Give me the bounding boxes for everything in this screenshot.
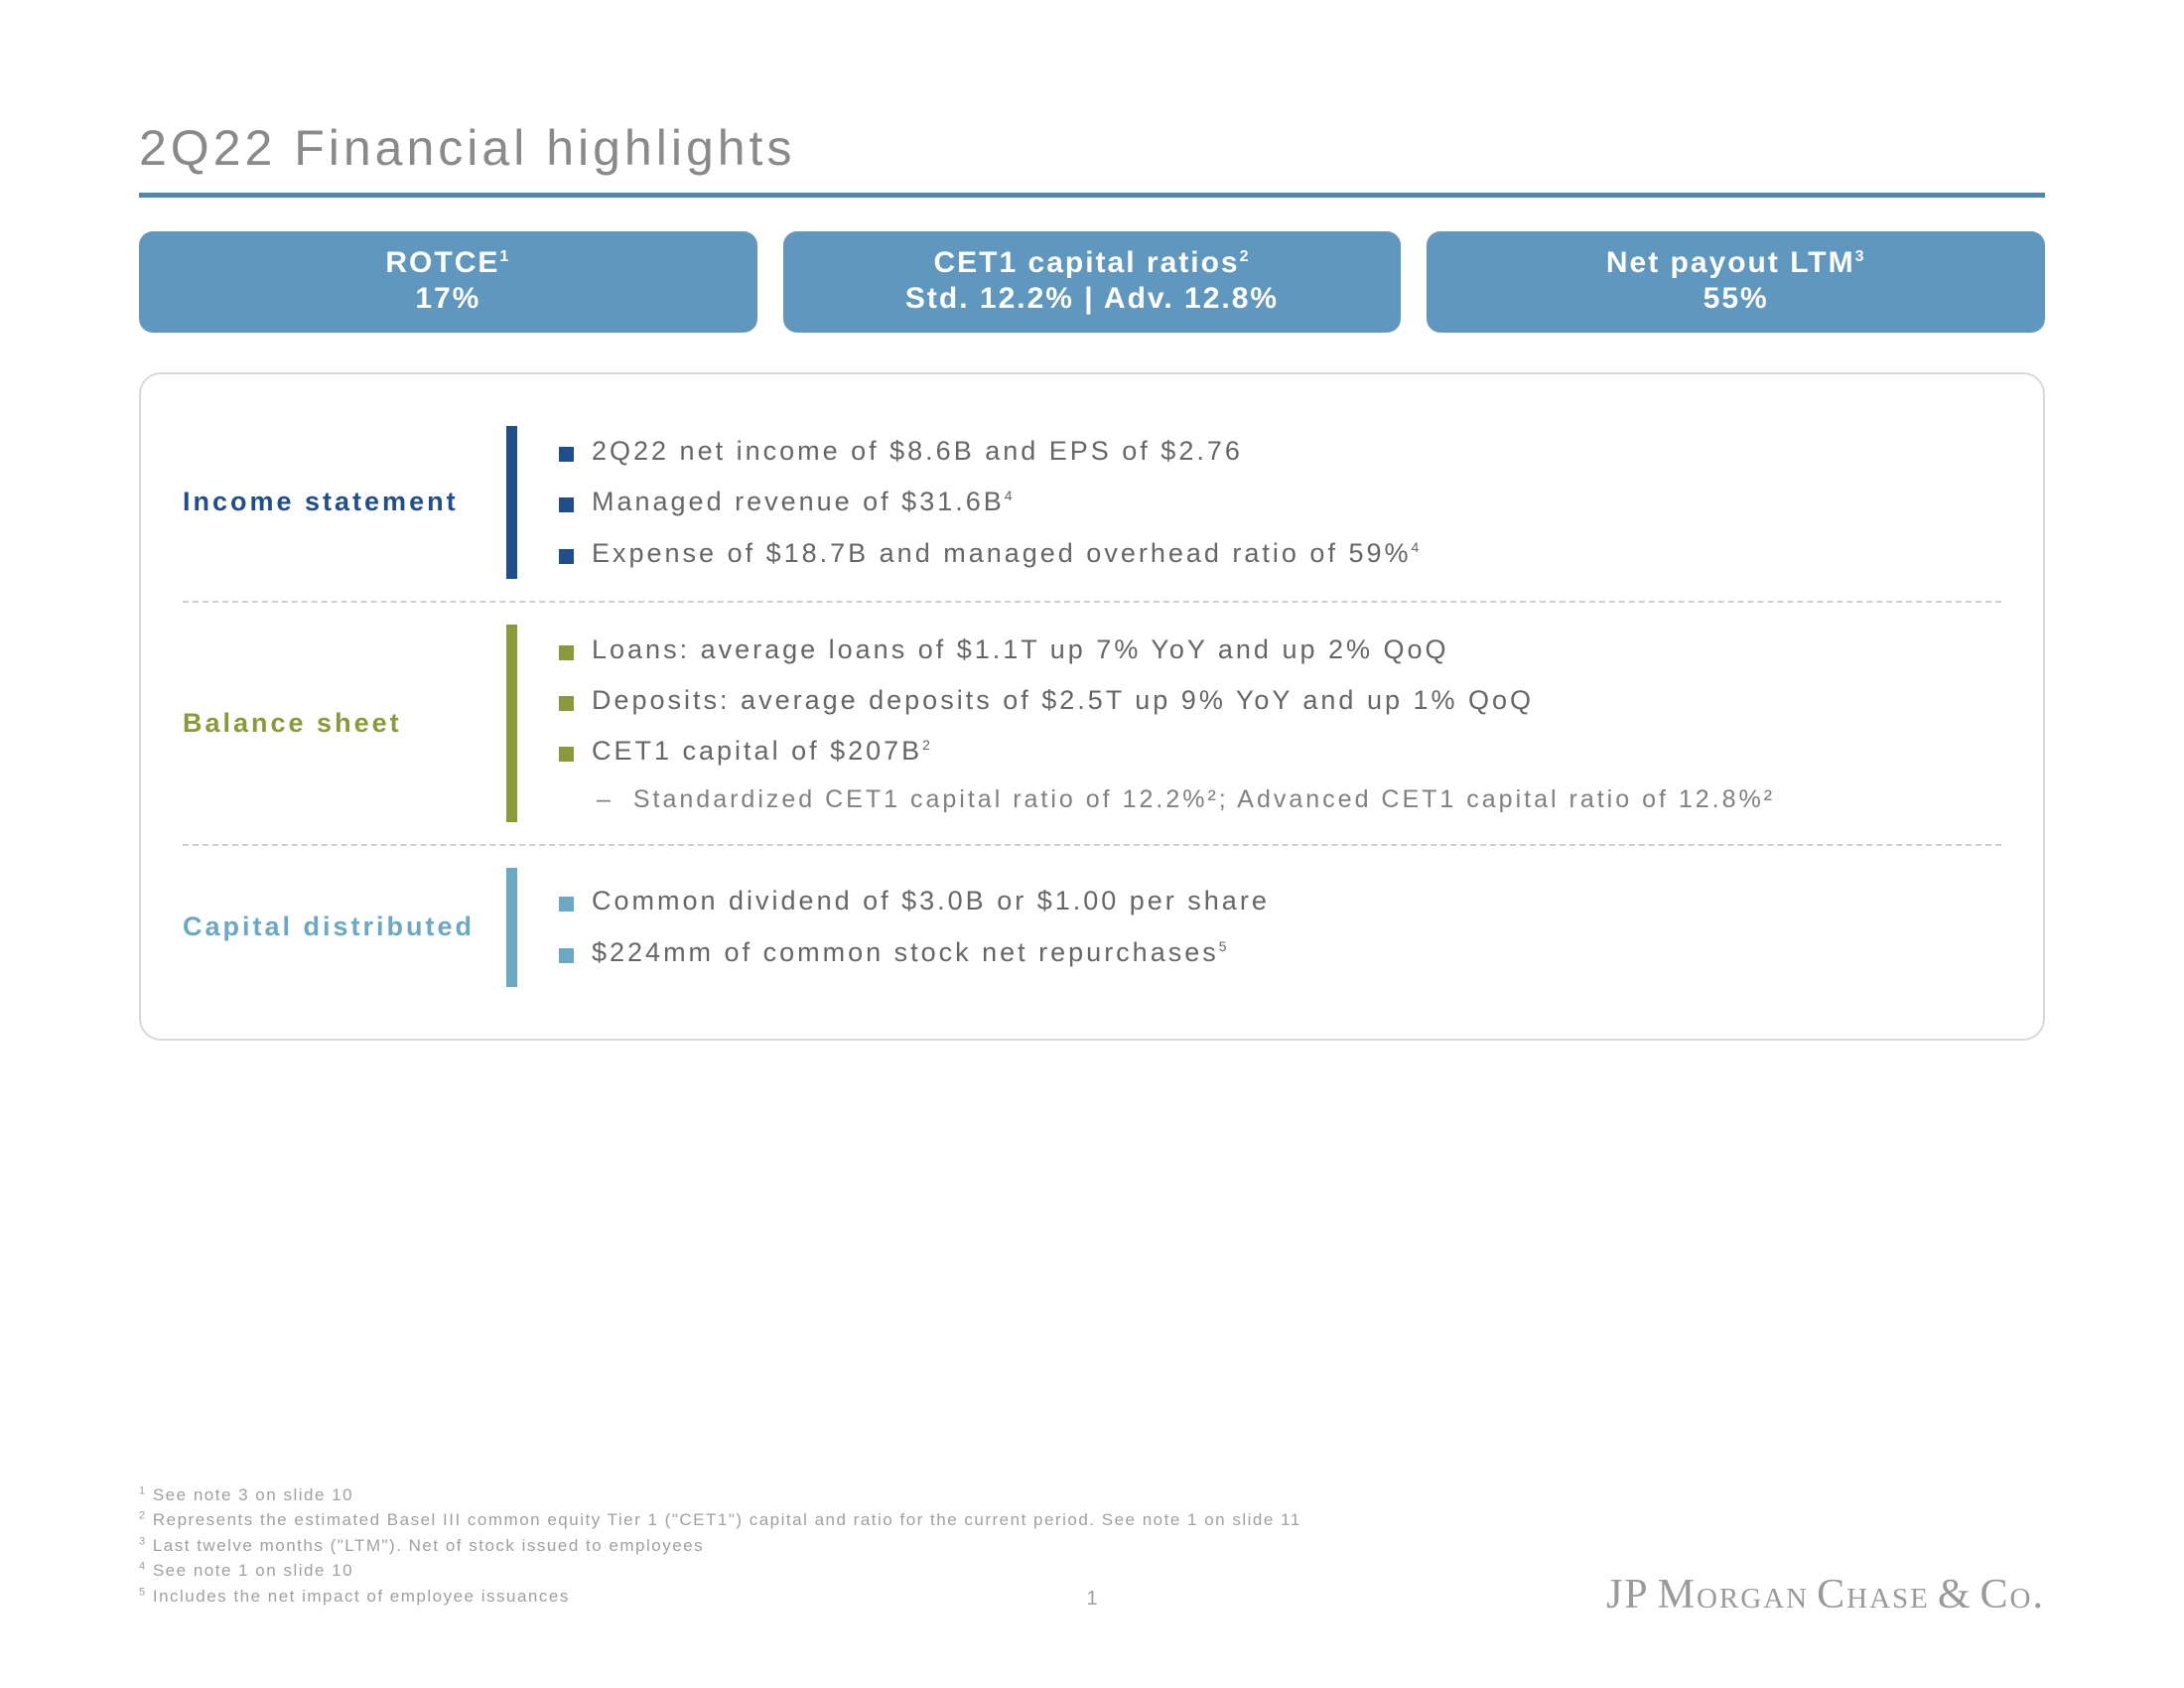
footnote-num: 5 — [139, 1586, 147, 1598]
sub-bullet: Standardized CET1 capital ratio of 12.2%… — [630, 777, 2001, 822]
pill-title: Net payout LTM3 — [1436, 245, 2035, 281]
metric-pills-row: ROTCE1 17% CET1 capital ratios2 Std. 12.… — [139, 231, 2045, 333]
pill-title: CET1 capital ratios2 — [793, 245, 1392, 281]
bullet: Expense of $18.7B and managed overhead r… — [559, 528, 2001, 579]
bullet-text: Common dividend of $3.0B or $1.00 per sh… — [592, 876, 1270, 926]
logo-amp: & — [1938, 1571, 1973, 1618]
footnote-text: See note 3 on slide 10 — [147, 1485, 353, 1504]
bullet-text: Deposits: average deposits of $2.5T up 9… — [592, 675, 1534, 726]
pill-sup: 1 — [499, 248, 510, 265]
section-bullets: 2Q22 net income of $8.6B and EPS of $2.7… — [543, 426, 2001, 579]
section-vbar — [506, 868, 517, 987]
jpmorgan-logo: JPMorgan Chase & Co. — [1606, 1571, 2045, 1618]
bullet-text: Managed revenue of $31.6B4 — [592, 477, 1013, 527]
bullet-square-icon — [559, 897, 574, 912]
pill-title-text: CET1 capital ratios — [934, 246, 1240, 279]
section: Balance sheet Loans: average loans of $1.… — [183, 601, 2001, 844]
footnote-line: 3 Last twelve months ("LTM"). Net of sto… — [139, 1533, 1301, 1559]
footnote-num: 3 — [139, 1535, 147, 1547]
footnote-num: 2 — [139, 1509, 147, 1521]
bullet: CET1 capital of $207B2 — [559, 726, 2001, 776]
bullet: Deposits: average deposits of $2.5T up 9… — [559, 675, 2001, 726]
footnote-line: 1 See note 3 on slide 10 — [139, 1482, 1301, 1508]
bullet-text: $224mm of common stock net repurchases5 — [592, 927, 1227, 978]
bullet-square-icon — [559, 447, 574, 462]
bullet-text: 2Q22 net income of $8.6B and EPS of $2.7… — [592, 426, 1243, 477]
bullet-square-icon — [559, 645, 574, 660]
section: Income statement 2Q22 net income of $8.6B… — [183, 404, 2001, 601]
pill-value: 55% — [1436, 281, 2035, 317]
page-number: 1 — [1086, 1588, 1097, 1611]
footnotes: 1 See note 3 on slide 102 Represents the… — [139, 1482, 1301, 1610]
bullet-sup: 4 — [1411, 539, 1419, 555]
footnote-line: 2 Represents the estimated Basel III com… — [139, 1507, 1301, 1533]
footnote-text: Includes the net impact of employee issu… — [147, 1587, 570, 1606]
section-bullets: Loans: average loans of $1.1T up 7% YoY … — [543, 625, 2001, 822]
pill-title-text: ROTCE — [385, 246, 499, 279]
bullet-square-icon — [559, 549, 574, 564]
footnote-line: 4 See note 1 on slide 10 — [139, 1558, 1301, 1584]
slide-title: 2Q22 Financial highlights — [139, 119, 2045, 177]
footnote-text: Last twelve months ("LTM"). Net of stock… — [147, 1536, 705, 1555]
bullet-square-icon — [559, 747, 574, 762]
title-rule — [139, 193, 2045, 198]
section-bullets: Common dividend of $3.0B or $1.00 per sh… — [543, 876, 2001, 978]
footnote-num: 1 — [139, 1484, 147, 1496]
footnote-text: See note 1 on slide 10 — [147, 1561, 353, 1580]
footnote-text: Represents the estimated Basel III commo… — [147, 1510, 1301, 1529]
bullet: Managed revenue of $31.6B4 — [559, 477, 2001, 527]
bullet: 2Q22 net income of $8.6B and EPS of $2.7… — [559, 426, 2001, 477]
bullet: Common dividend of $3.0B or $1.00 per sh… — [559, 876, 2001, 926]
section-vbar — [506, 625, 517, 822]
pill-value: Std. 12.2% | Adv. 12.8% — [793, 281, 1392, 317]
pill-title: ROTCE1 — [149, 245, 748, 281]
pill-net-payout: Net payout LTM3 55% — [1427, 231, 2045, 333]
pill-cet1: CET1 capital ratios2 Std. 12.2% | Adv. 1… — [783, 231, 1402, 333]
pill-sup: 3 — [1855, 248, 1866, 265]
bullet: Loans: average loans of $1.1T up 7% YoY … — [559, 625, 2001, 675]
logo-jp: JP — [1606, 1571, 1650, 1618]
section-label: Balance sheet — [183, 708, 480, 739]
highlights-box: Income statement 2Q22 net income of $8.6B… — [139, 372, 2045, 1041]
logo-co: Co. — [1980, 1571, 2045, 1618]
logo-chase: Chase — [1817, 1571, 1930, 1618]
pill-sup: 2 — [1240, 248, 1251, 265]
bullet-text: Expense of $18.7B and managed overhead r… — [592, 528, 1419, 579]
section: Capital distributed Common dividend of $3… — [183, 844, 2001, 1009]
footnote-line: 5 Includes the net impact of employee is… — [139, 1584, 1301, 1610]
bullet-sup: 4 — [1005, 488, 1013, 503]
logo-morgan: Morgan — [1658, 1571, 1809, 1618]
section-label: Capital distributed — [183, 912, 480, 942]
bullet-text: Loans: average loans of $1.1T up 7% YoY … — [592, 625, 1449, 675]
footnote-num: 4 — [139, 1560, 147, 1572]
bullet: $224mm of common stock net repurchases5 — [559, 927, 2001, 978]
bullet-square-icon — [559, 948, 574, 963]
bullet-square-icon — [559, 696, 574, 711]
bullet-sup: 5 — [1219, 938, 1227, 954]
pill-title-text: Net payout LTM — [1606, 246, 1855, 279]
bullet-sup: 2 — [922, 737, 930, 753]
pill-value: 17% — [149, 281, 748, 317]
bullet-text: CET1 capital of $207B2 — [592, 726, 930, 776]
section-vbar — [506, 426, 517, 579]
bullet-square-icon — [559, 497, 574, 512]
section-label: Income statement — [183, 487, 480, 517]
pill-rotce: ROTCE1 17% — [139, 231, 757, 333]
